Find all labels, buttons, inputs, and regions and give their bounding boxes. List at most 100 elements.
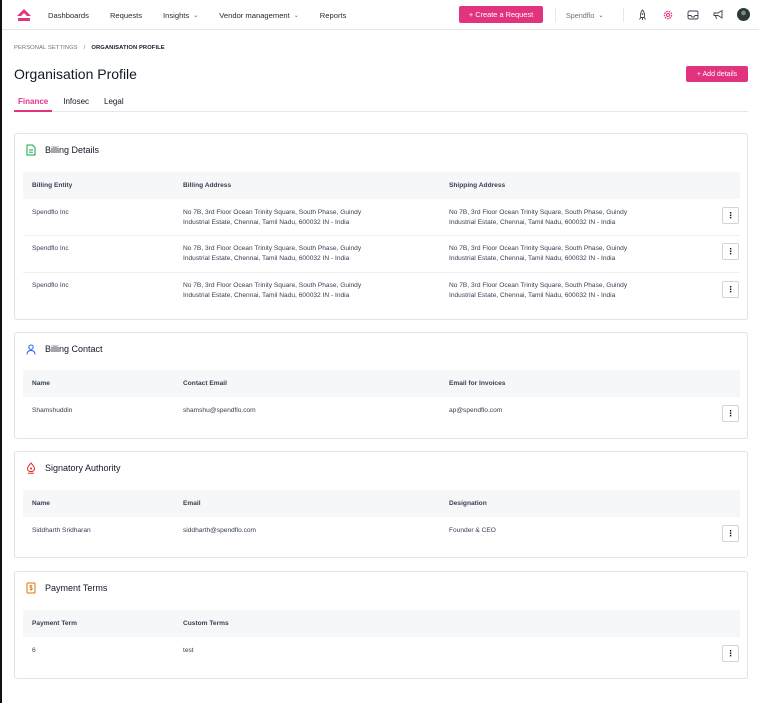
nav-insights[interactable]: Insights ⌄ (163, 11, 198, 20)
row-actions-button[interactable]: ⋮ (722, 525, 739, 542)
card-header: Signatory Authority (25, 462, 121, 474)
billing-entity: Spendflo Inc (32, 282, 69, 289)
card-title: Payment Terms (45, 583, 108, 593)
org-switcher[interactable]: Spendflo ⌄ (566, 0, 603, 30)
breadcrumb-separator: / (83, 45, 86, 51)
column-header: Payment Term (32, 620, 77, 627)
tab-legal[interactable]: Legal (104, 97, 124, 106)
org-switcher-label: Spendflo (566, 10, 595, 20)
rocket-icon[interactable] (635, 8, 649, 22)
add-details-button[interactable]: + Add details (686, 66, 748, 82)
divider (623, 8, 624, 22)
tab-infosec[interactable]: Infosec (63, 97, 90, 106)
chevron-down-icon: ⌄ (193, 12, 199, 19)
nav-dashboards[interactable]: Dashboards (48, 11, 89, 20)
row-actions-button[interactable]: ⋮ (722, 243, 739, 260)
kebab-menu-icon: ⋮ (726, 648, 735, 658)
signatory-name: Siddharth Sridharan (32, 527, 91, 534)
billing-address-line1: No 7B, 3rd Floor Ocean Trinity Square, S… (183, 245, 362, 252)
nav-links: Dashboards Requests Insights ⌄ Vendor man… (48, 0, 367, 30)
breadcrumb-current: ORGANISATION PROFILE (91, 45, 165, 51)
nav-vendor-management[interactable]: Vendor management ⌄ (219, 11, 299, 20)
user-icon (25, 343, 37, 355)
nav-insights-label: Insights (163, 10, 190, 20)
chevron-down-icon: ⌄ (293, 12, 299, 19)
column-header: Billing Entity (32, 182, 73, 189)
shipping-address-line1: No 7B, 3rd Floor Ocean Trinity Square, S… (449, 245, 628, 252)
column-header: Contact Email (183, 380, 227, 387)
custom-terms: test (183, 647, 194, 654)
table-header: Billing Entity Billing Address Shipping … (23, 172, 740, 199)
row-actions-button[interactable]: ⋮ (722, 645, 739, 662)
card-title: Billing Contact (45, 344, 103, 354)
signatory-email: siddharth@spendflo.com (183, 527, 257, 534)
table-row: Spendflo Inc No 7B, 3rd Floor Ocean Trin… (23, 199, 740, 236)
kebab-menu-icon: ⋮ (726, 528, 735, 538)
spendflo-logo[interactable] (16, 8, 32, 22)
nav-reports[interactable]: Reports (320, 11, 347, 20)
inbox-icon[interactable] (686, 8, 700, 22)
nav-requests-label: Requests (109, 10, 143, 20)
billing-details-card: Billing Details Billing Entity Billing A… (14, 133, 748, 320)
nav-requests[interactable]: Requests (110, 11, 142, 20)
column-header: Name (32, 500, 50, 507)
billing-address-line2: Industrial Estate, Chennai, Tamil Nadu, … (183, 219, 350, 226)
table-header: Name Contact Email Email for Invoices (23, 370, 740, 397)
column-header: Designation (449, 500, 487, 507)
document-icon (25, 144, 37, 156)
kebab-menu-icon: ⋮ (726, 210, 735, 220)
avatar[interactable] (737, 8, 750, 21)
nav-dashboards-label: Dashboards (48, 10, 89, 20)
billing-address-line2: Industrial Estate, Chennai, Tamil Nadu, … (183, 292, 350, 299)
billing-address-line1: No 7B, 3rd Floor Ocean Trinity Square, S… (183, 209, 362, 216)
table-row: Spendflo Inc No 7B, 3rd Floor Ocean Trin… (23, 273, 740, 310)
nav-reports-label: Reports (319, 10, 347, 20)
nav-vendor-management-label: Vendor management (219, 10, 290, 20)
shipping-address-line2: Industrial Estate, Chennai, Tamil Nadu, … (449, 219, 616, 226)
card-header: Billing Details (25, 144, 99, 156)
card-title: Billing Details (45, 145, 100, 155)
billing-entity: Spendflo Inc (32, 245, 69, 252)
table-row: 6 test ⋮ (23, 637, 740, 669)
shipping-address-line1: No 7B, 3rd Floor Ocean Trinity Square, S… (449, 282, 628, 289)
signatory-authority-card: Signatory Authority Name Email Designati… (14, 451, 748, 558)
column-header: Custom Terms (183, 620, 229, 627)
tab-finance[interactable]: Finance (14, 97, 53, 112)
card-header: Billing Contact (25, 343, 103, 355)
announcement-icon[interactable] (711, 8, 725, 22)
settings-gear-icon[interactable] (661, 8, 675, 22)
row-actions-button[interactable]: ⋮ (722, 405, 739, 422)
table-row: Spendflo Inc No 7B, 3rd Floor Ocean Trin… (23, 236, 740, 273)
payment-terms-card: Payment Terms Payment Term Custom Terms … (14, 571, 748, 679)
invoice-email: ap@spendflo.com (449, 407, 503, 414)
column-header: Name (32, 380, 50, 387)
breadcrumb: PERSONAL SETTINGS / ORGANISATION PROFILE (14, 45, 165, 51)
create-request-button[interactable]: + Create a Request (459, 6, 543, 23)
billing-entity: Spendflo Inc (32, 209, 69, 216)
billing-address-line1: No 7B, 3rd Floor Ocean Trinity Square, S… (183, 282, 362, 289)
column-header: Shipping Address (449, 182, 506, 189)
row-actions-button[interactable]: ⋮ (722, 281, 739, 298)
kebab-menu-icon: ⋮ (726, 284, 735, 294)
shipping-address-line2: Industrial Estate, Chennai, Tamil Nadu, … (449, 292, 616, 299)
page-title: Organisation Profile (14, 66, 137, 82)
table-row: Siddharth Sridharan siddharth@spendflo.c… (23, 517, 740, 549)
shipping-address-line2: Industrial Estate, Chennai, Tamil Nadu, … (449, 255, 616, 262)
top-navbar: Dashboards Requests Insights ⌄ Vendor man… (2, 0, 759, 30)
pen-nib-icon (25, 462, 37, 474)
tab-bar: Finance Infosec Legal (14, 97, 748, 112)
window-edge (0, 0, 2, 703)
divider (555, 8, 556, 22)
signatory-designation: Founder & CEO (449, 527, 496, 534)
table-header: Name Email Designation (23, 490, 740, 517)
card-header: Payment Terms (25, 582, 107, 594)
column-header: Email for Invoices (449, 380, 506, 387)
column-header: Email (183, 500, 201, 507)
payment-document-icon (25, 582, 37, 594)
chevron-down-icon: ⌄ (598, 12, 604, 19)
billing-contact-card: Billing Contact Name Contact Email Email… (14, 332, 748, 439)
billing-address-line2: Industrial Estate, Chennai, Tamil Nadu, … (183, 255, 350, 262)
breadcrumb-personal-settings[interactable]: PERSONAL SETTINGS (14, 45, 78, 51)
kebab-menu-icon: ⋮ (726, 408, 735, 418)
row-actions-button[interactable]: ⋮ (722, 207, 739, 224)
